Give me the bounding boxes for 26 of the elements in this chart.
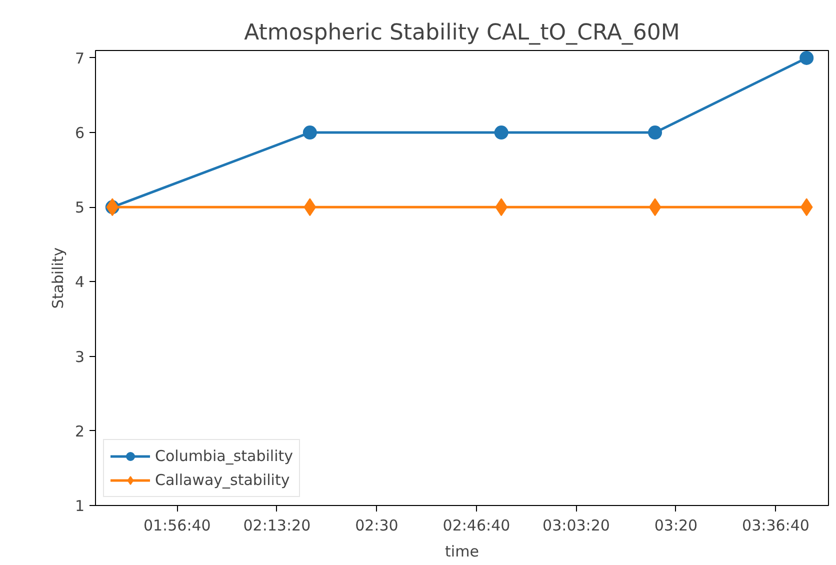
x-axis-title: time [445, 542, 479, 560]
point [800, 50, 814, 65]
y-tick-label: 6 [74, 124, 85, 142]
x-tick-label: 03:20 [654, 516, 698, 534]
legend-label: Callaway_stability [155, 471, 290, 489]
y-tick-label: 4 [74, 273, 85, 292]
point [800, 198, 813, 216]
y-tick-label: 5 [74, 198, 85, 217]
x-tick-label: 03:36:40 [742, 516, 810, 534]
x-tick-label: 02:30 [355, 516, 398, 534]
y-axis-title: Stability [48, 247, 67, 309]
x-tick-label: 02:13:20 [243, 516, 311, 534]
point [648, 126, 662, 140]
x-tick-label: 01:56:40 [143, 516, 211, 534]
legend-label: Columbia_stability [155, 447, 293, 465]
point [304, 198, 316, 216]
x-tick-label: 02:46:40 [442, 516, 510, 534]
point [648, 198, 662, 216]
y-tick-label: 3 [74, 348, 85, 366]
y-tick-label: 2 [74, 422, 85, 440]
chart-title: Atmospheric Stability CAL_tO_CRA_60M [244, 20, 680, 46]
x-tick-label: 03:03:20 [542, 516, 610, 534]
point [494, 126, 508, 140]
y-tick-label: 7 [74, 49, 85, 68]
point [302, 126, 317, 140]
y-tick-label: 1 [74, 497, 85, 515]
